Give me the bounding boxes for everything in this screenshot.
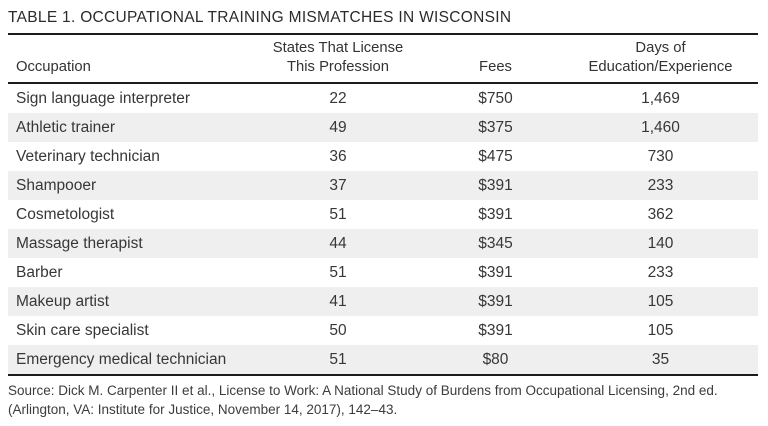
source-line1: Source: Dick M. Carpenter II et al., Lic… — [8, 383, 718, 398]
table-row: Makeup artist 41 $391 105 — [8, 287, 758, 316]
cell-states: 37 — [329, 176, 347, 194]
cell-fees: $80 — [482, 350, 509, 368]
header-states-line2: This Profession — [287, 59, 389, 75]
cell-states: 36 — [329, 147, 347, 165]
table-figure: TABLE 1. OCCUPATIONAL TRAINING MISMATCHE… — [8, 6, 758, 419]
cell-occupation: Massage therapist — [16, 234, 143, 252]
cell-fees: $750 — [478, 89, 513, 107]
header-fees: Fees — [428, 58, 563, 77]
cell-states: 22 — [329, 89, 347, 107]
cell-days: 1,469 — [641, 89, 680, 107]
header-days-line2: Education/Experience — [588, 59, 733, 75]
header-days: Days of Education/Experience — [563, 39, 758, 77]
cell-fees: $391 — [478, 321, 513, 339]
table-row: Barber 51 $391 233 — [8, 258, 758, 287]
cell-days: 233 — [647, 176, 674, 194]
source-line2: (Arlington, VA: Institute for Justice, N… — [8, 401, 398, 417]
table-row: Cosmetologist 51 $391 362 — [8, 200, 758, 229]
cell-fees: $475 — [478, 147, 513, 165]
cell-fees: $345 — [478, 234, 513, 252]
table-body: Sign language interpreter 22 $750 1,469 … — [8, 84, 758, 376]
cell-days: 730 — [647, 147, 674, 165]
cell-fees: $391 — [478, 263, 513, 281]
cell-occupation: Barber — [16, 263, 63, 281]
cell-occupation: Veterinary technician — [16, 147, 160, 165]
cell-states: 41 — [329, 292, 347, 310]
table-header-row: Occupation States That License This Prof… — [8, 35, 758, 84]
cell-states: 51 — [329, 350, 347, 368]
cell-occupation: Shampooer — [16, 176, 97, 194]
cell-fees: $391 — [478, 205, 513, 223]
cell-occupation: Sign language interpreter — [16, 89, 191, 107]
cell-fees: $391 — [478, 292, 513, 310]
cell-days: 105 — [647, 321, 674, 339]
cell-days: 233 — [647, 263, 674, 281]
table-row: Shampooer 37 $391 233 — [8, 171, 758, 200]
cell-days: 35 — [651, 350, 670, 368]
table-row: Sign language interpreter 22 $750 1,469 — [8, 84, 758, 113]
cell-days: 105 — [647, 292, 674, 310]
header-states: States That License This Profession — [248, 39, 428, 77]
table-row: Athletic trainer 49 $375 1,460 — [8, 113, 758, 142]
cell-occupation: Cosmetologist — [16, 205, 115, 223]
cell-occupation: Makeup artist — [16, 292, 110, 310]
cell-states: 51 — [329, 263, 347, 281]
source-citation: Source: Dick M. Carpenter II et al., Lic… — [8, 376, 758, 419]
header-days-line1: Days of — [635, 40, 686, 56]
table-row: Emergency medical technician 51 $80 35 — [8, 345, 758, 374]
cell-occupation: Emergency medical technician — [16, 350, 227, 368]
cell-days: 1,460 — [641, 118, 680, 136]
cell-states: 50 — [329, 321, 347, 339]
table-row: Veterinary technician 36 $475 730 — [8, 142, 758, 171]
cell-fees: $391 — [478, 176, 513, 194]
table-row: Skin care specialist 50 $391 105 — [8, 316, 758, 345]
cell-days: 140 — [647, 234, 674, 252]
table-row: Massage therapist 44 $345 140 — [8, 229, 758, 258]
cell-states: 51 — [329, 205, 347, 223]
header-states-line1: States That License — [272, 40, 404, 56]
cell-occupation: Athletic trainer — [16, 118, 116, 136]
cell-days: 362 — [647, 205, 674, 223]
header-fees-label: Fees — [479, 59, 512, 75]
header-occupation-label: Occupation — [16, 59, 91, 75]
cell-states: 49 — [329, 118, 347, 136]
cell-states: 44 — [329, 234, 347, 252]
cell-fees: $375 — [478, 118, 513, 136]
header-occupation: Occupation — [8, 58, 248, 77]
cell-occupation: Skin care specialist — [16, 321, 149, 339]
table-title: TABLE 1. OCCUPATIONAL TRAINING MISMATCHE… — [8, 6, 758, 35]
